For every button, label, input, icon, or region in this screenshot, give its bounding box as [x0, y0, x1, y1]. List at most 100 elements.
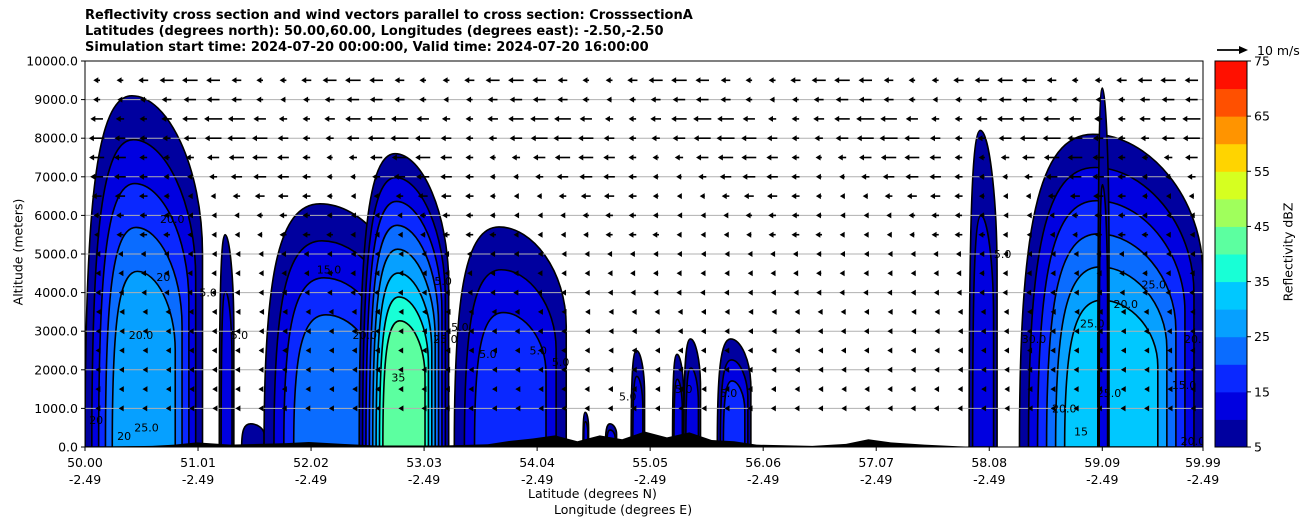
wind-vector — [631, 347, 637, 354]
wind-vector — [1142, 212, 1148, 219]
colorbar-band — [1215, 419, 1247, 448]
wind-vector — [742, 115, 755, 122]
x-tick-label-lon: -2.49 — [1187, 472, 1219, 487]
wind-vector — [793, 289, 799, 296]
wind-vector — [603, 154, 615, 161]
wind-vector — [584, 366, 590, 373]
wind-vector — [905, 115, 918, 122]
wind-vector — [815, 193, 822, 200]
wind-vector — [981, 366, 987, 373]
wind-vector — [513, 173, 519, 180]
wind-vector — [815, 173, 822, 180]
wind-vector — [533, 154, 546, 161]
wind-vector — [163, 154, 170, 161]
wind-vector — [841, 386, 847, 393]
wind-vector — [911, 308, 917, 315]
wind-vector — [887, 270, 893, 277]
wind-vector — [933, 270, 939, 277]
wind-vector — [954, 193, 963, 200]
wind-vector — [212, 405, 218, 412]
colorbar-tick-label: 35 — [1254, 274, 1270, 289]
wind-vector — [513, 251, 519, 257]
wind-vector — [1118, 96, 1125, 103]
wind-vector — [840, 251, 846, 257]
wind-vector — [841, 347, 847, 354]
wind-vector — [116, 212, 124, 219]
wind-vector — [227, 135, 246, 142]
colorbar-tick-label: 55 — [1254, 164, 1270, 179]
wind-vector — [931, 77, 939, 84]
wind-vector — [603, 135, 615, 142]
wind-vector — [1094, 231, 1102, 238]
wind-vector — [391, 154, 408, 161]
wind-vector — [210, 193, 216, 200]
wind-vector — [1071, 77, 1079, 84]
wind-vector — [745, 77, 753, 84]
wind-vector — [466, 251, 472, 257]
wind-vector — [607, 251, 613, 257]
reflectivity-cell-band — [685, 367, 700, 447]
wind-vector — [584, 270, 590, 277]
wind-vector — [1027, 366, 1033, 373]
wind-vector — [537, 328, 543, 335]
wind-vector — [489, 193, 496, 200]
wind-vector — [858, 77, 873, 84]
wind-vector — [508, 115, 524, 122]
wind-vector — [445, 347, 451, 354]
wind-vector — [1003, 212, 1009, 219]
wind-vector — [834, 77, 850, 84]
wind-vector — [212, 386, 218, 393]
wind-vector — [561, 251, 567, 257]
wind-vector — [258, 386, 264, 393]
wind-vector — [1120, 328, 1126, 335]
wind-vector — [182, 77, 198, 84]
wind-vector — [372, 173, 381, 180]
wind-vector — [328, 405, 334, 412]
wind-vector — [1050, 270, 1056, 277]
wind-vector — [467, 289, 473, 296]
wind-vector — [1161, 135, 1175, 142]
wind-vector — [955, 251, 961, 257]
wind-vector — [905, 173, 919, 180]
y-tick-label: 5000.0 — [34, 247, 78, 262]
wind-vector — [443, 96, 449, 103]
wind-vector — [908, 212, 916, 219]
wind-vector — [628, 231, 637, 238]
wind-vector — [537, 270, 543, 277]
wind-vector — [655, 386, 661, 393]
wind-vector — [375, 405, 381, 412]
wind-vector — [1045, 173, 1058, 180]
wind-vector — [187, 193, 193, 200]
wind-vector — [93, 77, 100, 84]
wind-vector — [490, 270, 496, 277]
wind-vector — [931, 212, 940, 219]
wind-vector — [954, 115, 963, 122]
wind-vector — [187, 289, 193, 296]
reflectivity-cell-band — [473, 311, 547, 447]
wind-vector — [465, 115, 474, 122]
wind-vector — [465, 154, 474, 161]
wind-vector — [235, 251, 241, 257]
wind-vector — [628, 212, 637, 219]
wind-vector — [282, 347, 288, 354]
wind-vector — [980, 328, 986, 335]
wind-vector — [302, 135, 311, 142]
wind-vector — [1073, 347, 1079, 354]
y-tick-label: 9000.0 — [34, 92, 78, 107]
wind-vector — [631, 308, 637, 315]
wind-vector — [1142, 193, 1148, 200]
wind-vector — [957, 347, 963, 354]
wind-vector — [90, 173, 104, 180]
wind-vector — [1137, 77, 1152, 84]
x-tick-label-lon: -2.49 — [1086, 472, 1118, 487]
wind-vector — [90, 115, 103, 122]
wind-vector — [582, 96, 590, 103]
wind-vector — [678, 405, 684, 412]
wind-vector — [445, 308, 451, 315]
wind-vector — [1097, 308, 1103, 315]
wind-vector — [95, 386, 101, 393]
wind-vector — [187, 251, 193, 257]
wind-vector — [904, 135, 920, 142]
wind-vector — [515, 366, 521, 373]
wind-vector — [724, 251, 730, 257]
